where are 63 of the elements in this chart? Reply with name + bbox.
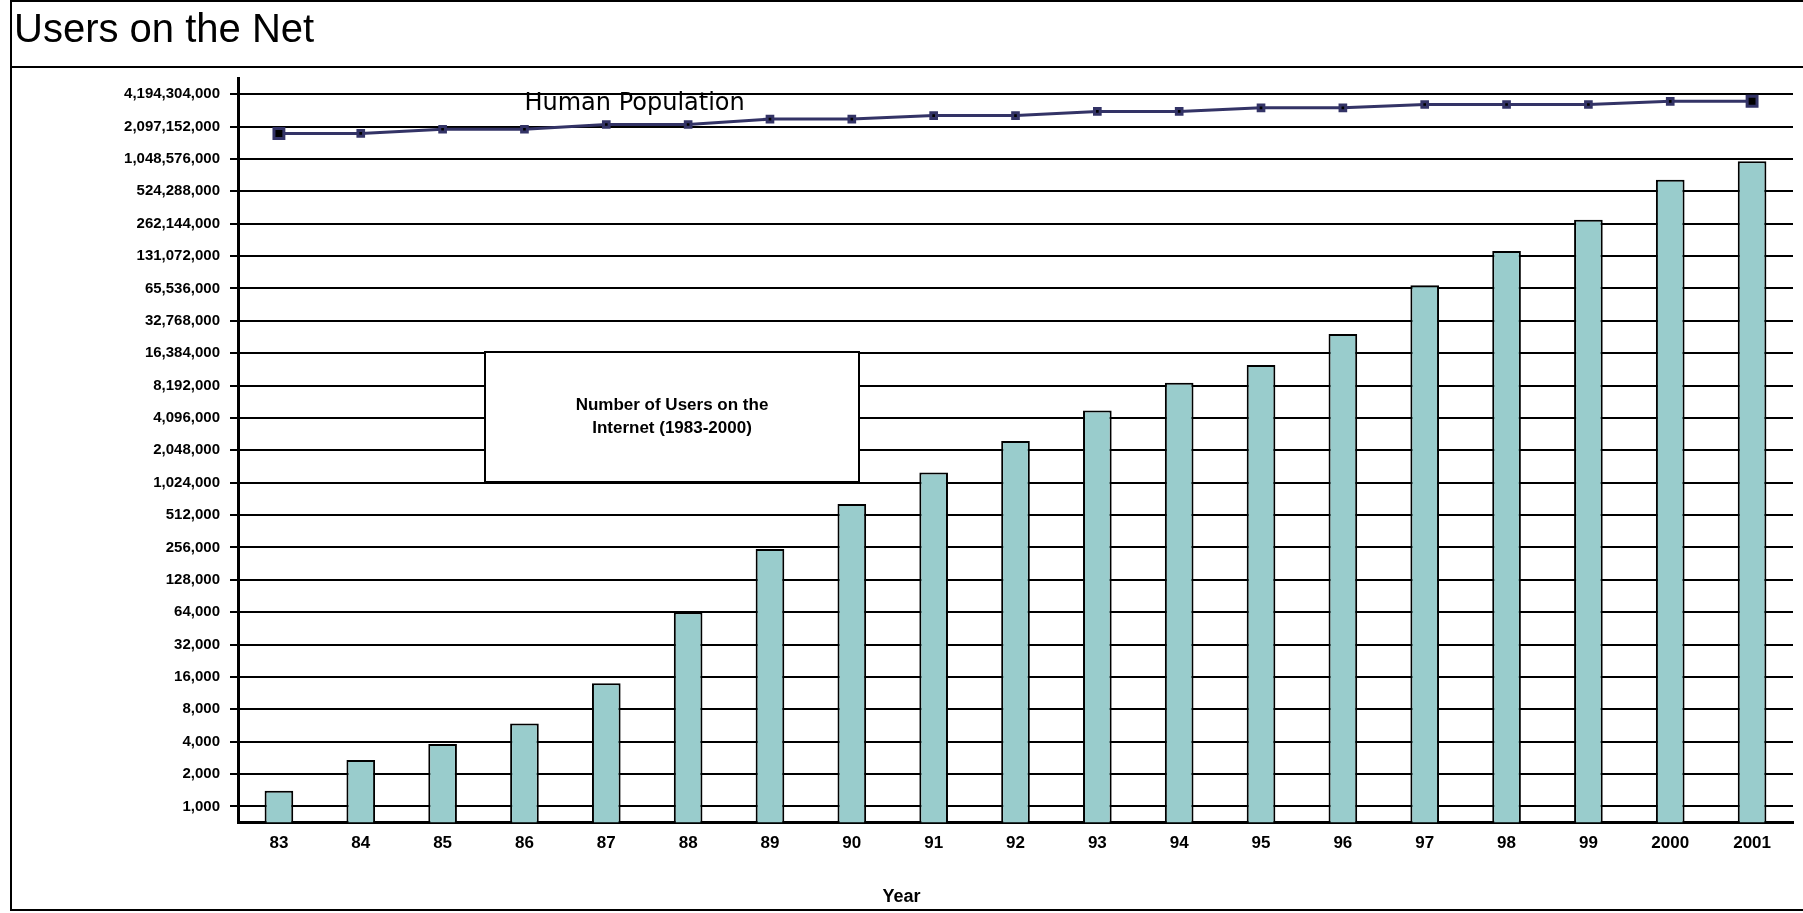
- y-tick-label: 32,768,000: [144, 310, 220, 328]
- y-tick-label: 4,194,304,000: [124, 84, 220, 102]
- chart-title: Users on the Net: [14, 6, 315, 51]
- y-tick-label: 16,000: [174, 667, 220, 685]
- point: [1174, 107, 1184, 116]
- y-tick-label: 2,048,000: [153, 440, 220, 458]
- x-tick-label: 87: [596, 833, 616, 853]
- x-tick-label: 2000: [1651, 833, 1690, 853]
- y-tick-label: 262,144,000: [136, 213, 220, 231]
- x-tick-label: 84: [351, 833, 371, 853]
- point: [438, 124, 447, 134]
- x-axis-title: Year: [881, 886, 922, 907]
- x-tick-label: 99: [1578, 833, 1598, 853]
- x-tick-label: 85: [433, 833, 453, 853]
- point: [765, 114, 775, 124]
- x-tick-label: 96: [1333, 833, 1353, 853]
- point: [1011, 111, 1020, 120]
- point: [356, 129, 366, 138]
- y-tick-label: 65,536,000: [144, 278, 220, 296]
- y-tick-label: 2,000: [182, 764, 220, 782]
- y-tick-label: 4,000: [182, 731, 220, 749]
- point: [601, 120, 611, 129]
- point: [1502, 100, 1511, 109]
- x-tick-label: 90: [842, 833, 862, 853]
- y-tick-label: 512,000: [165, 505, 220, 523]
- y-tick-label: 1,048,576,000: [124, 149, 220, 167]
- x-tick-label: 2001: [1733, 833, 1771, 853]
- x-tick-label: 89: [760, 833, 780, 853]
- x-tick-label: 93: [1087, 833, 1107, 853]
- point: [1338, 103, 1348, 113]
- x-tick-label: 97: [1415, 833, 1435, 853]
- point: [1420, 100, 1430, 109]
- text-box: Number of Users on the Internet (1983-2000): [484, 351, 860, 483]
- point: [520, 124, 529, 134]
- y-tick-label: 16,384,000: [144, 343, 220, 361]
- y-tick-label: 32,000: [174, 634, 220, 652]
- x-tick-label: 98: [1497, 833, 1517, 853]
- x-tick-label: 94: [1169, 833, 1190, 853]
- point: [929, 111, 938, 120]
- x-tick-label: 83: [269, 833, 289, 853]
- point: [1093, 107, 1102, 116]
- y-tick-label: 256,000: [165, 537, 220, 555]
- x-tick-label: 91: [924, 833, 944, 853]
- y-tick-label: 8,192,000: [153, 375, 220, 393]
- y-tick-label: 4,096,000: [153, 408, 220, 426]
- y-tick-label: 1,024,000: [153, 472, 220, 490]
- point: [1256, 103, 1266, 113]
- y-tick-label: 2,097,152,000: [124, 116, 220, 134]
- x-tick-label: 86: [514, 833, 534, 853]
- x-tick-label: 95: [1251, 833, 1271, 853]
- series-label: Human Population: [524, 87, 745, 116]
- point: [1665, 96, 1675, 106]
- y-tick-label: 128,000: [165, 569, 220, 587]
- point: [683, 120, 693, 129]
- point: [847, 114, 857, 124]
- y-tick-label: 131,072,000: [136, 246, 220, 264]
- y-tick-label: 8,000: [182, 699, 220, 717]
- point: [1584, 100, 1593, 109]
- y-tick-label: 1,000: [182, 796, 220, 814]
- y-tick-label: 64,000: [174, 602, 220, 620]
- y-tick-label: 524,288,000: [136, 181, 220, 199]
- x-tick-label: 88: [678, 833, 698, 853]
- x-tick-label: 92: [1006, 833, 1025, 853]
